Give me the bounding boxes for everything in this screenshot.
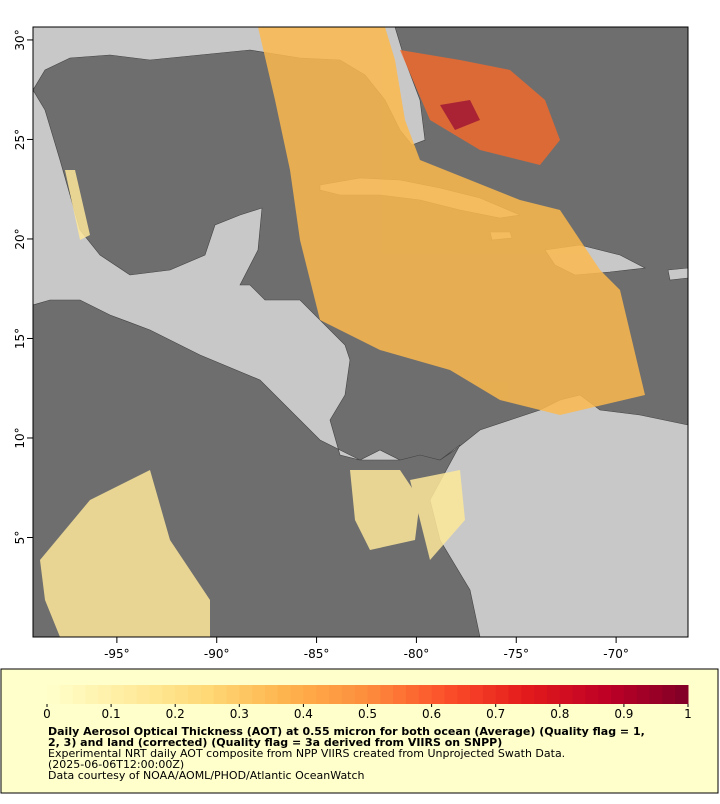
colorbar-tick-label: 0.5 [358, 707, 377, 721]
caption-line: Data courtesy of NOAA/AOML/PHOD/Atlantic… [48, 769, 365, 782]
aot-field [40, 27, 645, 637]
colorbar-tick-label: 0.4 [294, 707, 313, 721]
colorbar-step [175, 685, 189, 704]
colorbar-step [675, 685, 689, 704]
colorbar-step [393, 685, 407, 704]
colorbar-step [546, 685, 561, 704]
colorbar: 0 0.1 0.2 0.3 0.4 0.5 0.6 0.7 0.8 0.9 1 [43, 685, 692, 721]
colorbar-tick-label: 0.8 [550, 707, 569, 721]
x-tick-label: -80° [404, 647, 430, 661]
caption-line: Daily Aerosol Optical Thickness (AOT) at… [48, 725, 645, 738]
colorbar-step [367, 685, 381, 704]
colorbar-step [213, 685, 227, 704]
colorbar-step [482, 685, 497, 704]
colorbar-step [252, 685, 266, 704]
colorbar-step [316, 685, 330, 704]
colorbar-step [431, 685, 445, 704]
colorbar-tick-label: 1 [684, 707, 692, 721]
x-tick-label: -95° [104, 647, 130, 661]
colorbar-step [200, 685, 215, 704]
colorbar-tick-label: 0.7 [486, 707, 505, 721]
colorbar-step [418, 685, 433, 704]
colorbar-step [572, 685, 586, 704]
axes: -95° -90° -85° -80° -75° -70° 5° 10° 15° 20° 25° 30… [13, 29, 629, 661]
colorbar-step [239, 685, 253, 704]
colorbar-step [136, 685, 151, 704]
caption-line: 2, 3) and land (corrected) (Quality flag… [48, 736, 502, 749]
caption-line: (2025-06-06T12:00:00Z) [48, 758, 184, 771]
y-tick-label: 20° [13, 228, 27, 249]
colorbar-step [521, 685, 535, 704]
colorbar-step [662, 685, 676, 704]
colorbar-step [611, 685, 625, 704]
colorbar-step [188, 685, 202, 704]
colorbar-step [59, 685, 74, 704]
y-tick-label: 25° [13, 129, 27, 150]
x-tick-label: -70° [603, 647, 629, 661]
colorbar-tick-label: 0.9 [614, 707, 633, 721]
y-tick-label: 30° [13, 29, 27, 50]
colorbar-step [649, 685, 663, 704]
colorbar-step [149, 685, 163, 704]
colorbar-step [623, 685, 638, 704]
colorbar-step [85, 685, 99, 704]
colorbar-step [329, 685, 343, 704]
colorbar-tick-label: 0.6 [422, 707, 441, 721]
caption-line: Experimental NRT daily AOT composite fro… [48, 747, 565, 760]
y-tick-label: 15° [13, 328, 27, 349]
colorbar-step [380, 685, 394, 704]
colorbar-step [534, 685, 548, 704]
x-tick-label: -85° [304, 647, 330, 661]
colorbar-step [98, 685, 112, 704]
colorbar-step [72, 685, 86, 704]
colorbar-tick-label: 0.3 [230, 707, 249, 721]
colorbar-step [354, 685, 368, 704]
colorbar-step [226, 685, 240, 704]
colorbar-step [508, 685, 522, 704]
colorbar-step [598, 685, 612, 704]
colorbar-tick-label: 0.1 [102, 707, 121, 721]
colorbar-step [123, 685, 138, 704]
colorbar-tick-label: 0.2 [166, 707, 185, 721]
colorbar-step [470, 685, 484, 704]
x-tick-label: -75° [503, 647, 529, 661]
map-frame [32, 26, 689, 638]
colorbar-step [290, 685, 304, 704]
colorbar-step [636, 685, 651, 704]
colorbar-step [303, 685, 317, 704]
x-tick-label: -90° [204, 647, 230, 661]
colorbar-tick-label: 0 [43, 707, 51, 721]
colorbar-step [47, 685, 61, 704]
y-tick-label: 10° [13, 427, 27, 448]
colorbar-step [405, 685, 420, 704]
colorbar-step [111, 685, 125, 704]
colorbar-step [264, 685, 279, 704]
colorbar-step [495, 685, 510, 704]
colorbar-step [457, 685, 471, 704]
y-tick-label: 5° [13, 531, 27, 545]
colorbar-step [559, 685, 574, 704]
map [33, 27, 688, 637]
colorbar-step [277, 685, 292, 704]
colorbar-step [444, 685, 458, 704]
colorbar-step [585, 685, 599, 704]
colorbar-step [162, 685, 176, 704]
colorbar-step [341, 685, 356, 704]
